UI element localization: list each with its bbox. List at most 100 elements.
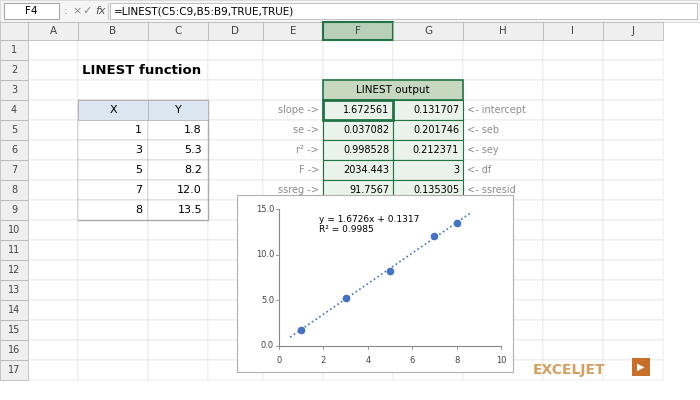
Bar [323,240,393,260]
Bar [603,340,663,360]
Bar [463,80,543,100]
Bar [148,160,208,180]
Bar [78,180,148,200]
Bar [148,180,208,200]
Bar [323,160,393,180]
Bar [28,160,78,180]
Bar [148,240,208,260]
Text: 8.2: 8.2 [184,165,202,175]
Text: 0.0: 0.0 [261,342,274,350]
Text: B: B [109,26,117,36]
Bar [0,220,28,240]
Bar [543,22,603,40]
Bar [28,60,78,80]
Bar [543,260,603,280]
Bar [543,160,603,180]
Bar [148,280,208,300]
Bar [323,160,393,180]
Text: F: F [355,26,361,36]
Bar [208,140,263,160]
Bar [463,140,543,160]
Text: fx: fx [94,6,105,16]
Text: 1: 1 [11,45,17,55]
Bar [78,40,148,60]
Bar [323,280,393,300]
Bar [0,280,28,300]
Text: 1: 1 [135,125,142,135]
Bar [0,320,28,340]
Bar [463,220,543,240]
Bar [208,60,263,80]
Text: 8: 8 [135,205,142,215]
Bar [263,280,323,300]
Bar [463,320,543,340]
Bar [78,22,148,40]
Bar [78,160,148,180]
Bar [78,140,148,160]
Bar [208,120,263,140]
Bar [0,40,28,60]
Bar [148,220,208,240]
Bar [463,340,543,360]
Bar [543,300,603,320]
Text: <- sey: <- sey [467,145,498,155]
Text: 7: 7 [11,165,17,175]
Bar [463,160,543,180]
Bar [323,100,393,120]
Bar [603,300,663,320]
Bar [543,200,603,220]
Bar [543,140,603,160]
Bar [263,80,323,100]
Text: y = 1.6726x + 0.1317: y = 1.6726x + 0.1317 [319,216,419,224]
Bar [323,60,393,80]
Bar [208,180,263,200]
Bar [543,100,603,120]
Bar [463,280,543,300]
Bar [603,320,663,340]
Bar [393,220,463,240]
Bar [463,260,543,280]
Text: <- df: <- df [467,165,491,175]
Text: 16: 16 [8,345,20,355]
Bar [78,100,148,120]
Bar [28,320,78,340]
Text: 8: 8 [454,356,459,365]
Text: ✓: ✓ [83,6,92,16]
Bar [603,60,663,80]
Bar [78,300,148,320]
Bar [393,260,463,280]
Bar [148,60,208,80]
Bar [78,160,148,180]
Bar [0,240,28,260]
Bar [0,200,28,220]
Bar [148,200,208,220]
Bar [208,360,263,380]
Bar [393,160,463,180]
Text: 0.201746: 0.201746 [413,125,459,135]
Bar [208,22,263,40]
Bar [148,340,208,360]
Text: 2: 2 [11,65,17,75]
Bar [78,260,148,280]
Bar [603,160,663,180]
Text: 3: 3 [135,145,142,155]
Bar [543,120,603,140]
Bar [393,280,463,300]
Bar [0,80,28,100]
Bar [603,220,663,240]
Bar [323,140,393,160]
Bar [393,320,463,340]
Bar [110,3,697,19]
Bar [393,180,463,200]
Text: LINEST output: LINEST output [356,85,430,95]
Text: EXCELJET: EXCELJET [533,363,606,377]
Bar [78,120,148,140]
Text: F4: F4 [25,6,37,16]
Bar [603,200,663,220]
Bar [0,300,28,320]
Text: 10: 10 [8,225,20,235]
Bar [323,340,393,360]
Text: 15.0: 15.0 [256,204,274,214]
Bar [603,80,663,100]
Text: Y: Y [174,105,181,115]
